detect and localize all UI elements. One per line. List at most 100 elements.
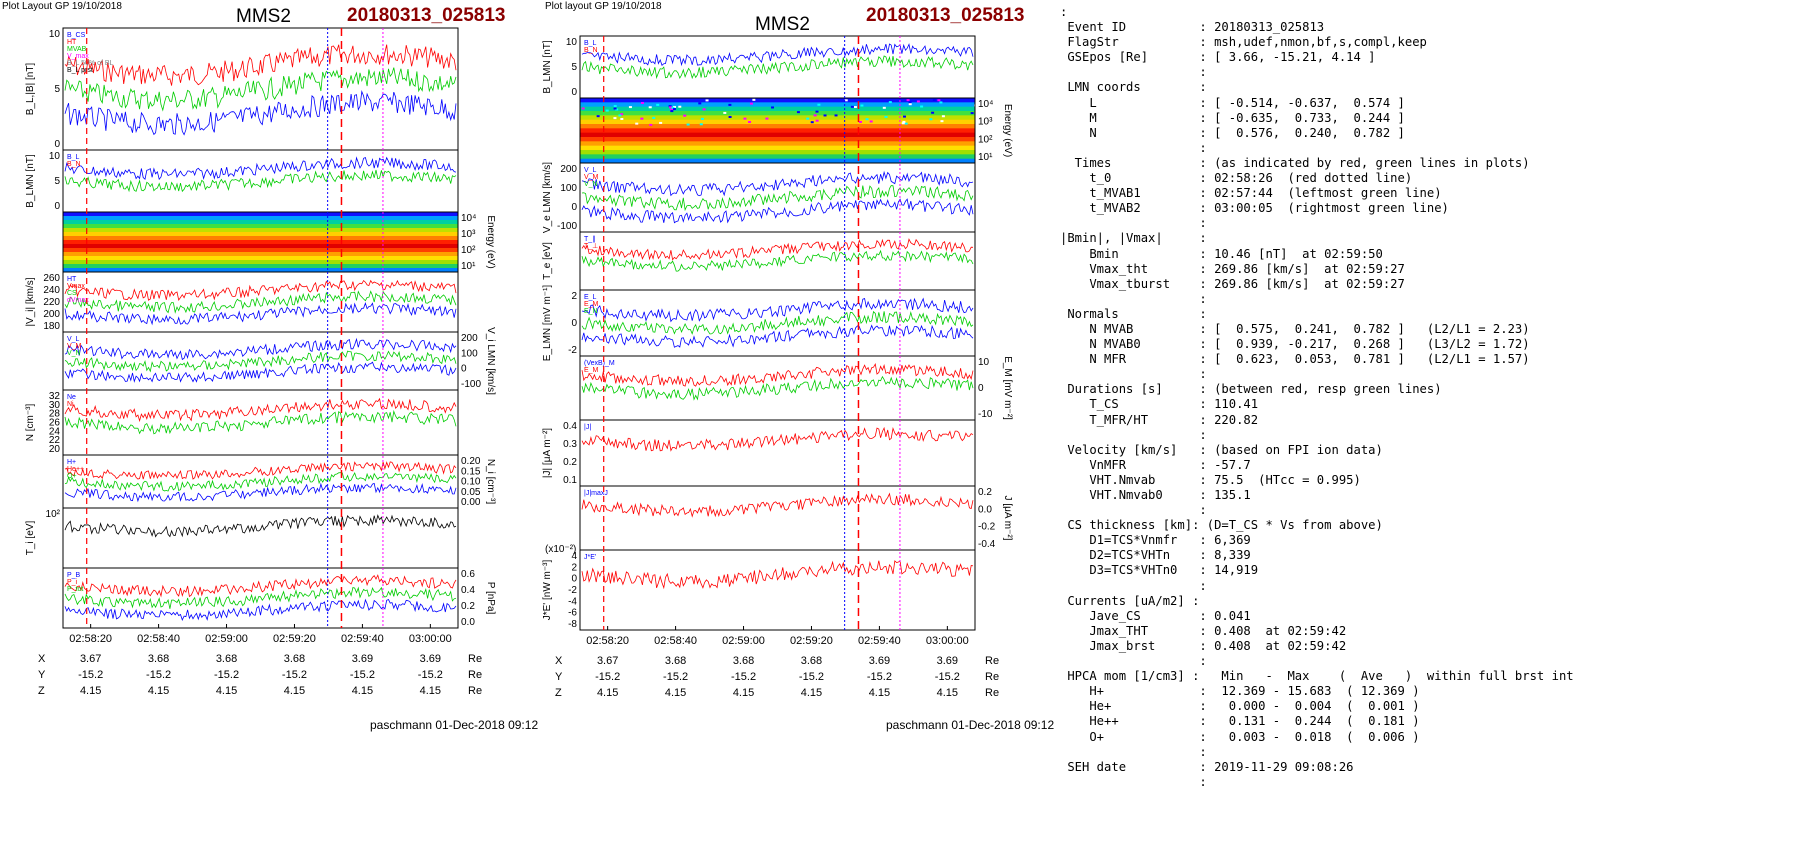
y-tick-label: 20 bbox=[49, 444, 61, 455]
position-value: 4.15 bbox=[148, 685, 169, 697]
y-tick-label: 0 bbox=[54, 201, 60, 212]
info-line: N MVAB : [ 0.575, 0.241, 0.782 ] (L2/L1 … bbox=[1060, 321, 1530, 336]
spectrogram-speck bbox=[581, 107, 585, 110]
position-value: 4.15 bbox=[216, 685, 237, 697]
panel-left-7-ylabel: T_i [eV] bbox=[25, 521, 36, 556]
series-line bbox=[581, 238, 974, 261]
spectrogram-band bbox=[580, 150, 975, 155]
legend-entry: P_tot bbox=[67, 586, 83, 593]
panel-mid-4-ylabel: E_LMN [mV m⁻¹] bbox=[542, 285, 553, 362]
spectrogram-speck bbox=[916, 100, 920, 103]
spectrogram-speck bbox=[970, 112, 974, 115]
x-tick-label: 02:59:00 bbox=[722, 635, 765, 647]
spectrogram-speck bbox=[865, 118, 869, 121]
spectrogram-speck bbox=[705, 99, 709, 102]
series-line bbox=[64, 361, 457, 383]
spectrogram-speck bbox=[932, 98, 936, 101]
mid-panel-stack: 10 5 0 B_LMN [nT] B_LB_N 10⁴ 10³ 10² 10¹ Energy (… bbox=[542, 35, 1013, 699]
info-line: VnMFR : -57.7 bbox=[1060, 457, 1251, 472]
y-tick-label: 0.2 bbox=[563, 457, 577, 468]
spectrogram-speck bbox=[752, 98, 756, 101]
y-tick-label: 28 bbox=[49, 409, 61, 420]
info-line: N MFR : [ 0.623, 0.053, 0.781 ] (L2/L1 =… bbox=[1060, 352, 1530, 367]
panel-mid-3-ylabel: T_e [eV] bbox=[542, 242, 553, 280]
panel-mid-4-frame bbox=[579, 289, 976, 357]
legend-entry: Ni bbox=[67, 401, 74, 408]
legend-entry: Vmax bbox=[67, 283, 85, 290]
panel-mid-0-ylabel: B_LMN [nT] bbox=[542, 40, 553, 94]
y-tick-label: 200 bbox=[560, 164, 577, 175]
series-line bbox=[581, 362, 974, 387]
spectrogram-speck bbox=[806, 117, 810, 120]
mid-event-title: 20180313_025813 bbox=[866, 5, 1025, 26]
spectrogram-band bbox=[580, 141, 975, 147]
panel-mid-5-frame bbox=[579, 355, 976, 421]
spectrogram-band bbox=[63, 252, 458, 257]
panel-left-2-ylabel: Energy (eV) bbox=[485, 215, 496, 268]
spectrogram-band bbox=[63, 224, 458, 229]
info-line: Vmax_tburst : 269.86 [km/s] at 02:59:27 bbox=[1060, 276, 1405, 291]
spectrogram-speck bbox=[844, 99, 848, 102]
x-tick-label: 02:59:00 bbox=[205, 633, 248, 645]
panel-mid-5-ylabel: E_M [mV m⁻²] bbox=[1002, 356, 1013, 420]
position-value: -15.2 bbox=[799, 671, 824, 683]
legend-entry: |J| bbox=[584, 424, 591, 431]
info-line: T_CS : 110.41 bbox=[1060, 397, 1259, 412]
spectrogram-speck bbox=[860, 104, 864, 107]
position-unit: Re bbox=[468, 669, 482, 681]
y-tick-label: 4 bbox=[571, 551, 577, 562]
y-tick-label: 0.20 bbox=[461, 456, 481, 467]
position-value: 3.68 bbox=[216, 653, 237, 665]
spectrogram-speck bbox=[940, 120, 944, 123]
info-line: FlagStr : msh,udef,nmon,bf,s,compl,keep bbox=[1060, 35, 1427, 50]
legend-entry: T_∥ bbox=[584, 235, 596, 243]
legend-entry: B_L 50% of BL bbox=[67, 60, 114, 67]
spectrogram-speck bbox=[613, 105, 617, 108]
spectrogram-speck bbox=[683, 114, 687, 117]
spectrogram-band bbox=[63, 268, 458, 273]
legend-entry: E_M bbox=[584, 367, 599, 374]
spectrogram-band bbox=[580, 106, 975, 112]
spectrogram-band bbox=[63, 256, 458, 261]
spectrogram-speck bbox=[937, 99, 941, 102]
spectrogram-speck bbox=[748, 120, 752, 123]
position-row-label: Y bbox=[38, 669, 46, 681]
spectrogram-speck bbox=[723, 111, 727, 114]
position-value: -15.2 bbox=[282, 669, 307, 681]
y-tick-label: 0 bbox=[571, 318, 577, 329]
spectrogram-band bbox=[580, 158, 975, 164]
spectrogram-speck bbox=[908, 101, 912, 104]
position-value: 3.68 bbox=[284, 653, 305, 665]
position-value: 3.69 bbox=[937, 655, 958, 667]
spectrogram-speck bbox=[699, 123, 703, 126]
legend-entry: V_L bbox=[67, 336, 80, 343]
y-tick-label: 2 bbox=[571, 562, 577, 573]
info-line: Normals : bbox=[1060, 306, 1207, 321]
panel-mid-6-ylabel: |J| [μA m⁻²] bbox=[542, 428, 553, 478]
legend-entry: V_M bbox=[67, 343, 82, 350]
mid-spacecraft-title: MMS2 bbox=[755, 14, 810, 35]
position-unit: Re bbox=[468, 653, 482, 665]
spectrogram-speck bbox=[671, 106, 675, 109]
y-tick-label: -0.4 bbox=[978, 539, 996, 550]
y-tick-label: -10 bbox=[978, 409, 993, 420]
info-line: HPCA mom [1/cm3] : Min - Max ( Ave ) wit… bbox=[1060, 669, 1574, 684]
spectrogram-speck bbox=[817, 103, 821, 106]
position-value: 3.67 bbox=[597, 655, 618, 667]
spectrogram-speck bbox=[906, 99, 910, 102]
x-tick-label: 02:59:40 bbox=[341, 633, 384, 645]
spectrogram-speck bbox=[850, 105, 854, 108]
spectrogram-speck bbox=[796, 111, 800, 114]
spectrogram-speck bbox=[920, 105, 924, 108]
info-line: D1=TCS*Vnmfr : 6,369 bbox=[1060, 533, 1251, 548]
legend-entry: P_B bbox=[67, 572, 81, 579]
position-row-label: X bbox=[555, 655, 563, 667]
y-tick-label: 240 bbox=[43, 285, 60, 296]
legend-entry: B_L prst bbox=[67, 67, 93, 74]
spectrogram-speck bbox=[728, 103, 732, 106]
mid-plot-layout-label: Plot layout GP 19/10/2018 bbox=[545, 1, 662, 12]
position-value: 3.69 bbox=[420, 653, 441, 665]
spectrogram-speck bbox=[941, 115, 945, 118]
y-tick-label: 200 bbox=[461, 333, 478, 344]
y-tick-label: 10³ bbox=[978, 117, 993, 128]
